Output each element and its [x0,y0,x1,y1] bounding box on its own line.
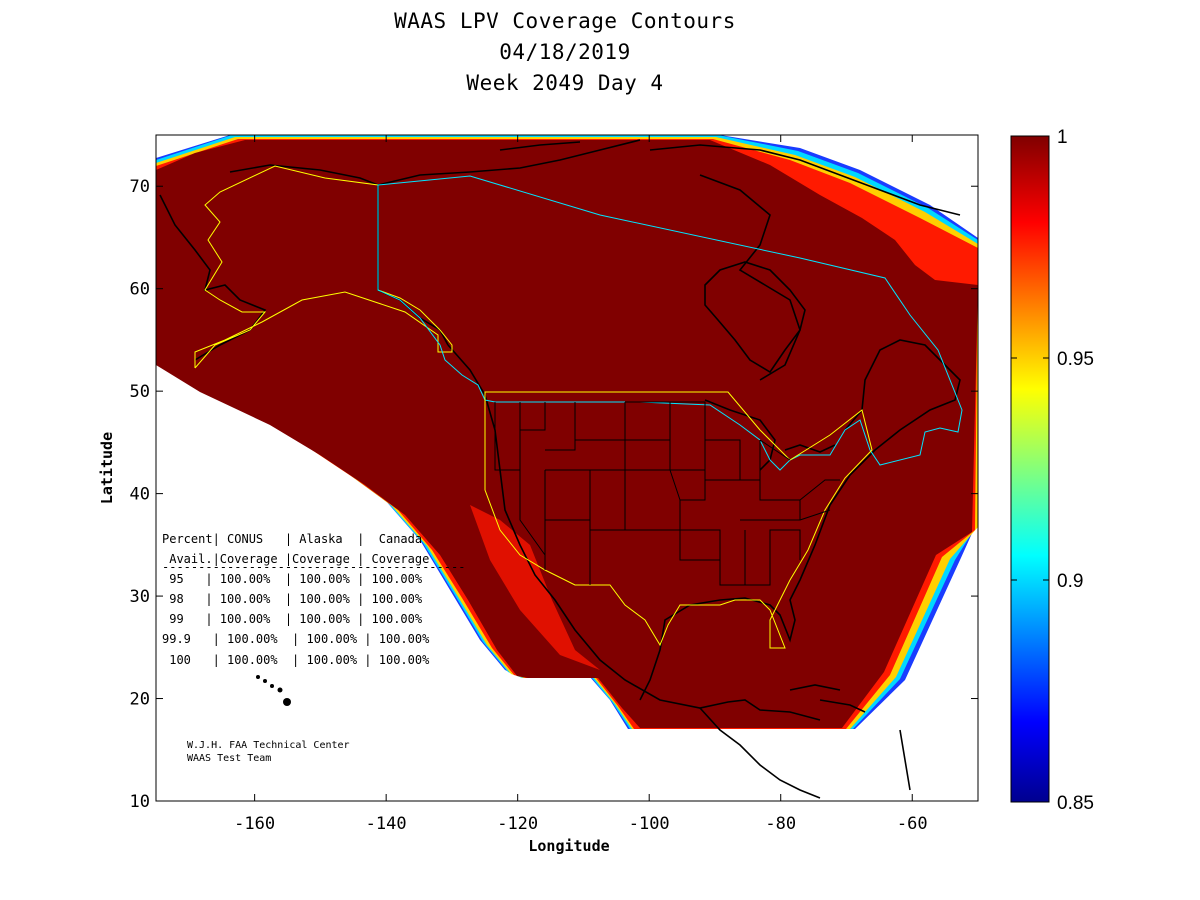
plot-frame [155,134,979,802]
table-header-1: Percent| CONUS | Alaska | Canada [162,532,422,546]
y-tick-label: 10 [130,792,150,812]
y-tick-label: 30 [130,587,150,607]
coverage-contours [156,135,978,729]
gulf-coast [639,339,961,701]
colorbar-tick-label: 0.9 [1057,571,1083,592]
great-lakes [704,399,836,471]
coverage-core [156,140,978,728]
table-row: 95 | 100.00% | 100.00% | 100.00% [162,572,423,586]
chart-title: WAAS LPV Coverage Contours 04/18/2019 We… [0,6,1130,99]
colorbar-tick-label: 0.85 [1057,793,1094,814]
map-area [156,135,978,799]
hawaii-islands [256,675,291,706]
x-axis: -160 -140 -120 -100 -80 -60 [234,135,928,834]
region-boundaries [194,165,963,649]
colorbar-ticks: 1 0.95 0.9 0.85 [1011,127,1094,814]
y-tick-label: 50 [130,382,150,402]
y-tick-label: 70 [130,177,150,197]
y-axis: 10 20 30 40 50 60 70 [130,177,978,812]
x-tick-label: -100 [629,814,670,834]
table-header-2: Avail.|Coverage |Coverage | Coverage [162,552,429,566]
conus-boundary [484,391,873,649]
canada-arctic-coast [377,139,961,381]
credit-line-2: WAAS Test Team [187,753,271,764]
coverage-table: Percent| CONUS | Alaska | Canada Avail.|… [162,532,465,667]
table-row: 100 | 100.00% | 100.00% | 100.00% [162,653,430,667]
table-rule: ----------------------------------------… [162,560,465,574]
state-lines-east [705,439,840,586]
coastlines [159,139,961,799]
y-axis-label: Latitude [98,432,116,504]
x-tick-label: -160 [234,814,275,834]
y-tick-label: 60 [130,280,150,300]
title-line-3: Week 2049 Day 4 [466,71,664,95]
x-axis-label: Longitude [528,837,609,855]
table-row: 99 | 100.00% | 100.00% | 100.00% [162,612,423,626]
colorbar [1010,135,1050,803]
canada-boundary [377,175,963,471]
title-line-1: WAAS LPV Coverage Contours [394,9,736,33]
central-america [699,707,821,799]
y-tick-label: 40 [130,485,150,505]
table-row: 99.9 | 100.00% | 100.00% | 100.00% [162,632,430,646]
x-tick-label: -120 [497,814,538,834]
coverage-band-inner [470,505,600,670]
y-tick-label: 20 [130,690,150,710]
table-row: 98 | 100.00% | 100.00% | 100.00% [162,592,423,606]
colorbar-tick-label: 0.95 [1057,349,1094,370]
x-tick-label: -140 [366,814,407,834]
x-tick-label: -80 [765,814,796,834]
state-lines [494,401,840,586]
title-line-2: 04/18/2019 [499,40,631,64]
hudson-bay [704,261,806,374]
caribbean-islands [789,684,911,791]
colorbar-tick-label: 1 [1057,127,1068,148]
credit-line-1: W.J.H. FAA Technical Center [187,740,350,751]
x-tick-label: -60 [897,814,928,834]
